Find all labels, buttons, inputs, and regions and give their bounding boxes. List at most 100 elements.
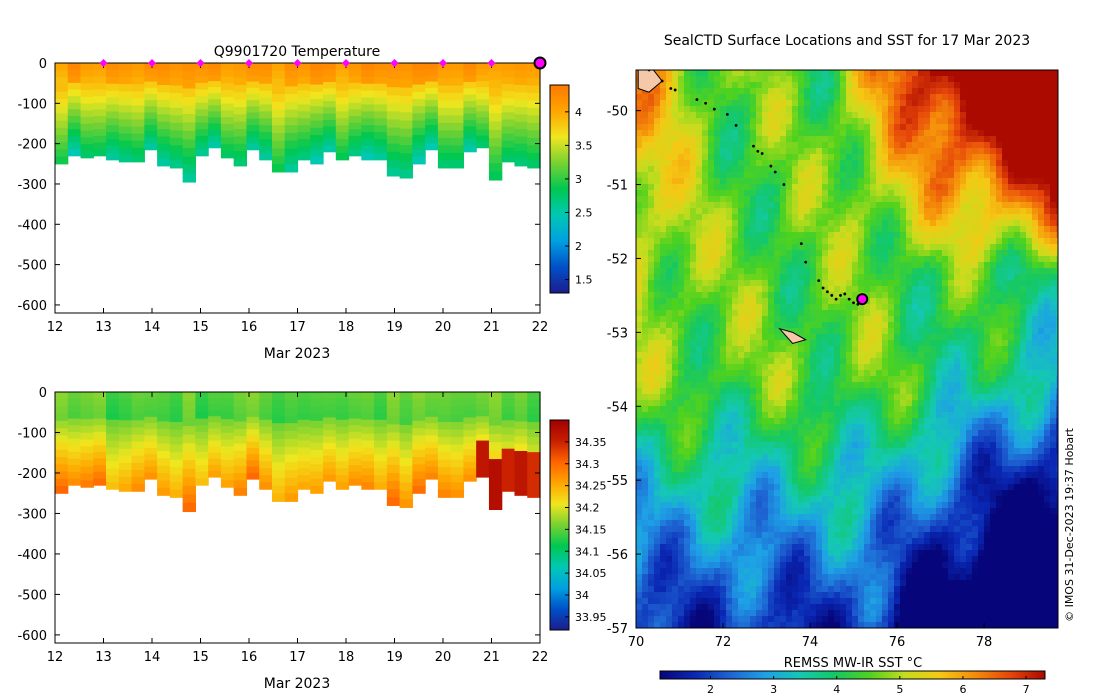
profile-column [157, 63, 171, 167]
profile-cell [67, 76, 82, 84]
profile-cell [182, 156, 196, 166]
profile-cell [271, 156, 286, 165]
profile-cell [450, 422, 465, 431]
profile-cell [425, 87, 439, 95]
profile-cell [361, 83, 375, 92]
profile-cell [144, 81, 158, 89]
profile-cell [514, 143, 528, 152]
profile-cell [80, 432, 94, 441]
profile-cell [271, 462, 286, 471]
profile-cell [233, 428, 248, 437]
profile-cell [310, 113, 324, 122]
profile-cell [514, 406, 528, 415]
profile-cell [271, 446, 286, 456]
profile-cell [386, 464, 401, 474]
map-y-tick-label: -50 [607, 105, 628, 120]
profile-cell [425, 75, 439, 83]
profile-cell [118, 70, 133, 78]
profile-cell [463, 411, 477, 419]
profile-cell [284, 493, 299, 502]
profile-cell [220, 439, 235, 447]
profile-column [195, 63, 209, 157]
profile-cell [425, 143, 439, 151]
profile-cell [246, 416, 260, 424]
sst-colorbar-tick-label: 7 [1023, 683, 1030, 696]
profile-cell [220, 90, 235, 98]
colorbar-tick-label: 34 [575, 589, 589, 602]
temperature-x-ticks: 12 13 14 15 16 17 18 19 20 21 22 [47, 63, 548, 335]
profile-cell [527, 414, 541, 423]
profile-cell [361, 454, 375, 462]
profile-cell [425, 460, 439, 468]
profile-cell [425, 416, 439, 424]
colorbar-tick-label: 3 [575, 173, 582, 186]
profile-cell [208, 470, 222, 478]
profile-cell [246, 75, 260, 83]
profile-cell [297, 433, 311, 442]
profile-column [271, 63, 286, 173]
profile-cell [157, 129, 171, 138]
profile-cell [463, 423, 477, 431]
profile-cell [399, 466, 413, 476]
profile-cell [425, 447, 439, 455]
profile-cell [169, 399, 184, 408]
map-x-ticks: 70 72 74 76 78 [628, 623, 993, 650]
profile-cell [374, 125, 388, 133]
profile-cell [182, 71, 196, 81]
profile-column [501, 63, 516, 163]
map-y-tick-label: -53 [607, 326, 628, 341]
profile-cell [271, 117, 286, 126]
profile-cell [361, 475, 375, 483]
profile-cell [55, 91, 69, 100]
track-point [769, 164, 773, 168]
profile-cell [488, 129, 503, 139]
profile-cell [80, 130, 94, 139]
track-point [839, 294, 842, 297]
profile-cell [527, 474, 541, 483]
profile-cell [271, 423, 286, 432]
track-point [830, 294, 834, 297]
profile-cell [310, 449, 324, 458]
y-tick-label: -500 [17, 588, 47, 603]
temperature-colorbar: 1.5 2 2.5 3 3.5 4 [549, 84, 593, 294]
profile-cell [374, 447, 388, 456]
profile-cell [259, 139, 273, 147]
profile-cell [425, 100, 439, 107]
profile-cell [246, 131, 260, 138]
profile-cell [182, 147, 196, 158]
profile-cell [501, 441, 516, 450]
profile-cell [399, 104, 413, 113]
profile-column [386, 63, 401, 177]
profile-cell [246, 466, 260, 474]
profile-cell [169, 444, 184, 453]
profile-cell [246, 112, 260, 120]
profile-cell [348, 89, 362, 97]
profile-cell [55, 449, 69, 458]
profile-cell [488, 467, 503, 477]
profile-cell [259, 76, 273, 85]
profile-cell [323, 107, 337, 115]
profile-cell [514, 99, 528, 108]
profile-cell [118, 77, 133, 85]
profile-cell [144, 447, 158, 455]
profile-cell [144, 63, 158, 70]
profile-cell [93, 76, 107, 84]
profile-cell [131, 70, 145, 78]
map-x-tick-label: 78 [976, 635, 993, 650]
profile-cell [80, 69, 94, 78]
profile-cell [476, 398, 490, 405]
profile-cell [361, 405, 375, 414]
profile-cell [310, 457, 324, 465]
profile-cell [514, 63, 528, 71]
profile-cell [259, 398, 273, 407]
profile-cell [348, 458, 362, 466]
profile-cell [399, 441, 413, 451]
profile-cell [488, 104, 503, 114]
profile-cell [412, 149, 426, 158]
profile-cell [106, 440, 120, 449]
profile-cell [259, 419, 273, 428]
profile-column [348, 392, 362, 486]
track-point [782, 183, 786, 186]
colorbar-tick-label: 3.5 [575, 139, 593, 152]
profile-cell [169, 407, 184, 416]
